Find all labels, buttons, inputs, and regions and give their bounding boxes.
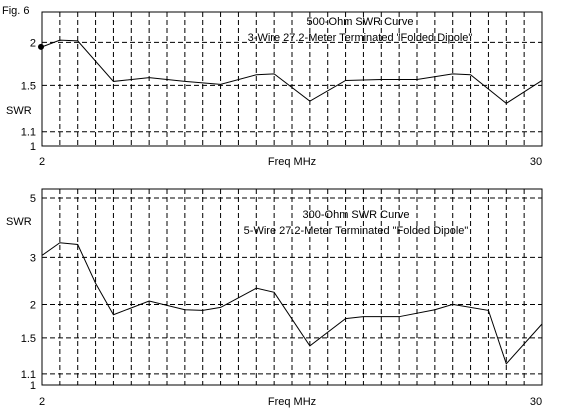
chart-subtitle: 3-Wire 27.2-Meter Terminated "Folded Dip…: [248, 32, 473, 44]
y-tick-label: 1.1: [21, 127, 36, 139]
chart-panel-2: 11.1 1.5 2 3 5 2 30 Freq MHz SWR 300-Ohm SWR Curv…: [6, 188, 543, 408]
x-axis-label: Freq MHz: [268, 396, 316, 408]
y-tick-label: 1: [30, 141, 36, 153]
y-axis-label: SWR: [6, 216, 32, 228]
y-tick-label: 1: [30, 380, 36, 392]
y-tick-label: 1.1: [21, 369, 36, 381]
y-tick-label: 1.5: [21, 333, 36, 345]
chart-panel-1: 1 1.1 1.5 2 2 30 Freq MHz SWR 500-Ohm SWR Curve 3…: [6, 11, 543, 168]
x-tick-label: 30: [530, 396, 542, 408]
x-tick-label: 2: [39, 396, 45, 408]
plot-frame: [41, 11, 543, 147]
y-tick-label: 2: [30, 37, 36, 49]
y-tick-label: 3: [30, 252, 36, 264]
chart-title: 500-Ohm SWR Curve: [307, 16, 414, 28]
figure-label: Fig. 6: [2, 5, 30, 17]
y-tick-label: 1.5: [21, 80, 36, 92]
chart-title: 300-Ohm SWR Curve: [303, 209, 410, 221]
series-line: [41, 39, 543, 104]
y-tick-label: 2: [30, 299, 36, 311]
start-marker: [38, 43, 44, 50]
x-tick-label: 30: [530, 156, 542, 168]
x-axis-label: Freq MHz: [268, 156, 316, 168]
series-line: [41, 242, 543, 365]
y-tick-label: 5: [30, 193, 36, 205]
chart-subtitle: 5-Wire 27.2-Meter Terminated "Folded Dip…: [244, 225, 469, 237]
x-tick-label: 2: [39, 156, 45, 168]
y-axis-label: SWR: [6, 105, 32, 117]
plot-frame: [41, 188, 543, 386]
